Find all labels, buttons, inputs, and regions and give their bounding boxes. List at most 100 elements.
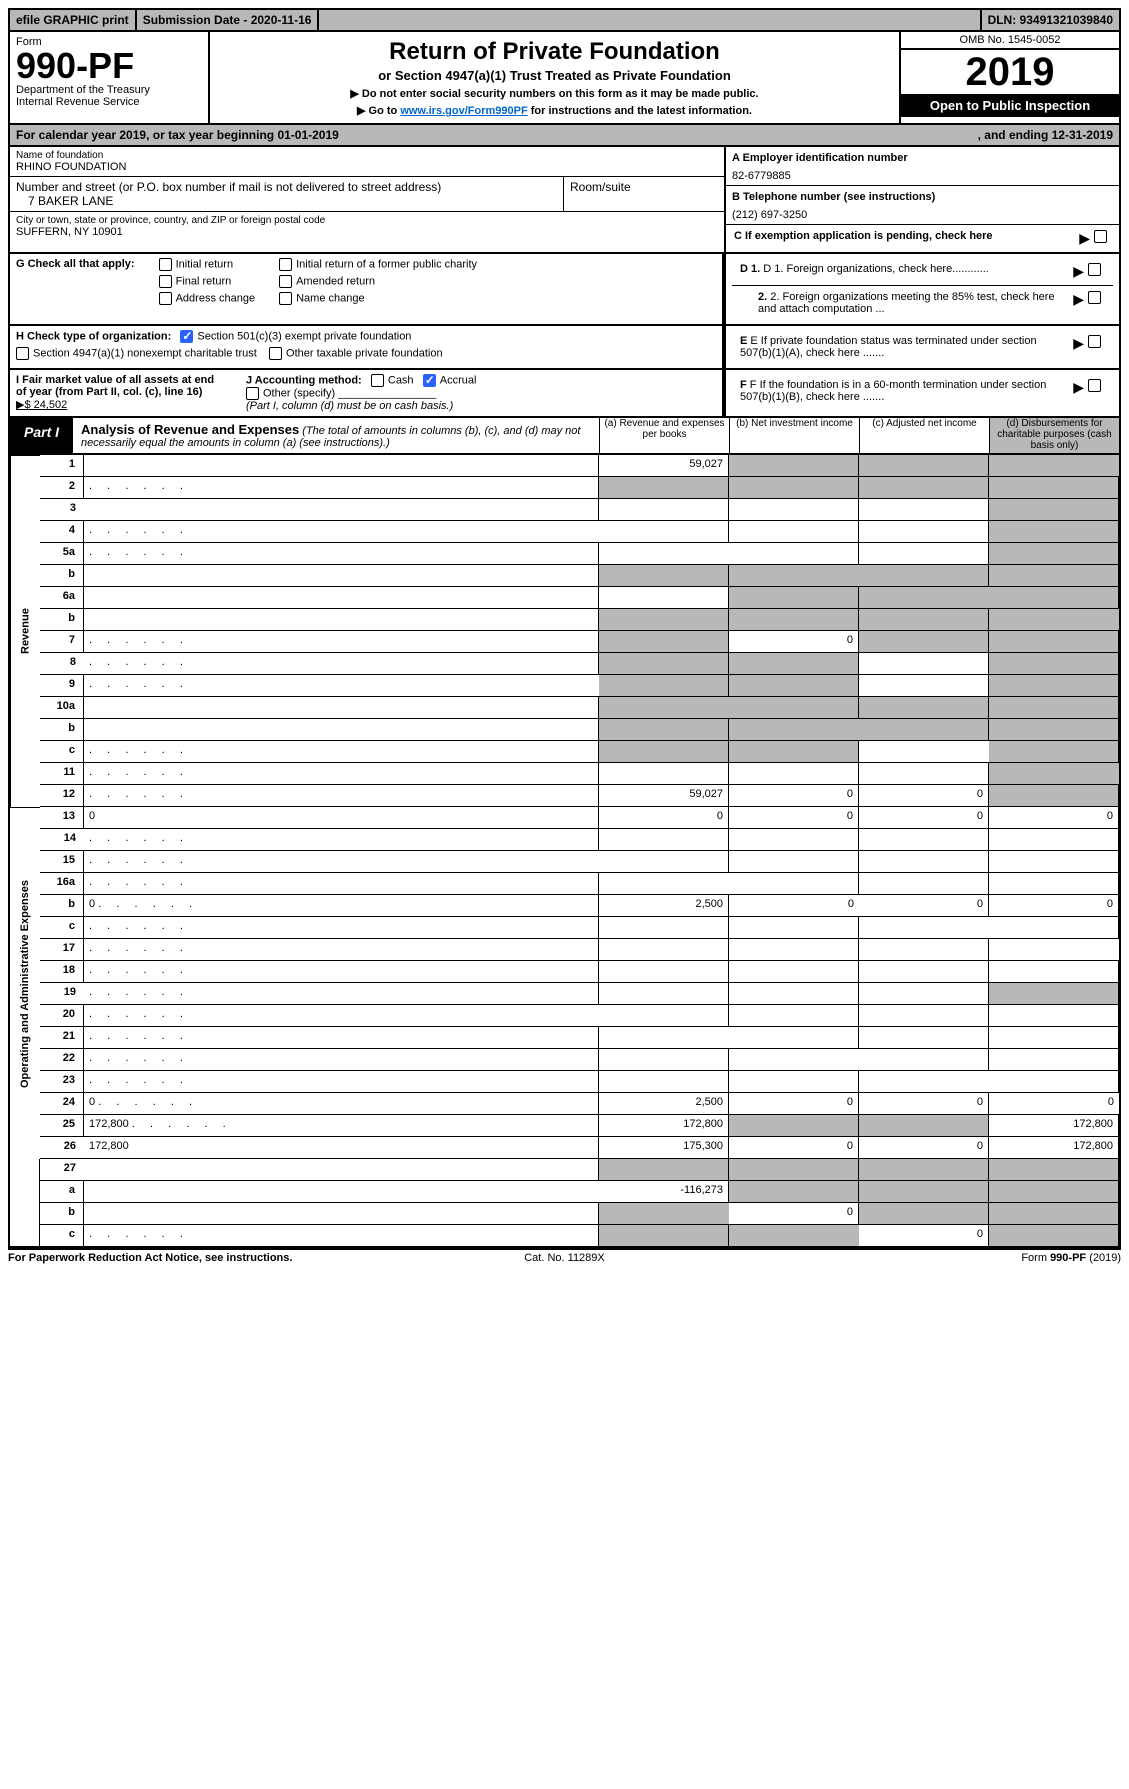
checkbox-accrual[interactable] <box>423 374 436 387</box>
line-description: . . . . . . <box>84 983 599 1005</box>
g-col-1: Initial return Final return Address chan… <box>159 258 256 305</box>
open-to-public: Open to Public Inspection <box>901 94 1119 117</box>
cell-b <box>729 939 859 961</box>
cell-b: 0 <box>729 807 859 829</box>
cell-d <box>989 631 1119 653</box>
cell-a <box>599 1071 729 1093</box>
checkbox-address[interactable] <box>159 292 172 305</box>
cell-a <box>599 675 729 697</box>
line-description: . . . . . . <box>84 675 599 697</box>
irs-link[interactable]: www.irs.gov/Form990PF <box>400 105 527 117</box>
checkbox-other-taxable[interactable] <box>269 347 282 360</box>
cell-d <box>989 1027 1119 1049</box>
cell-b: 0 <box>729 1137 859 1159</box>
cal-begin: For calendar year 2019, or tax year begi… <box>16 128 978 142</box>
cell-d <box>989 455 1119 477</box>
checkbox-cash[interactable] <box>371 374 384 387</box>
checkbox-final[interactable] <box>159 275 172 288</box>
checkbox-name-change[interactable] <box>279 292 292 305</box>
cell-c <box>859 543 989 565</box>
line-description: . . . . . . <box>84 1049 599 1071</box>
tax-year: 2019 <box>901 50 1119 94</box>
cell-b <box>729 961 859 983</box>
cell-c <box>859 939 989 961</box>
cell-d <box>989 763 1119 785</box>
d-e-boxes: D 1. D 1. Foreign organizations, check h… <box>724 254 1119 324</box>
cell-d <box>989 719 1119 741</box>
foundation-name-cell: Name of foundation RHINO FOUNDATION <box>10 147 724 177</box>
cell-d <box>989 829 1119 851</box>
i-value: ▶$ 24,502 <box>16 399 67 411</box>
line-number: b <box>40 609 84 631</box>
header-left: Form 990-PF Department of the Treasury I… <box>10 32 210 123</box>
cell-c <box>859 565 989 587</box>
cell-c <box>859 455 989 477</box>
cell-b <box>729 521 859 543</box>
col-c-hdr: (c) Adjusted net income <box>859 418 989 453</box>
checkbox-d2[interactable] <box>1088 291 1101 304</box>
checkbox-initial[interactable] <box>159 258 172 271</box>
line-description: . . . . . . <box>84 763 599 785</box>
g-section: G Check all that apply: Initial return F… <box>8 254 1121 326</box>
line-number: c <box>40 1225 84 1247</box>
cell-a <box>599 477 729 499</box>
checkbox-4947[interactable] <box>16 347 29 360</box>
cell-b <box>729 719 859 741</box>
col-a-hdr: (a) Revenue and expenses per books <box>599 418 729 453</box>
cell-b: 0 <box>729 1093 859 1115</box>
line-number: 12 <box>40 785 84 807</box>
line-description <box>84 609 599 631</box>
cell-b <box>729 1115 859 1137</box>
line-description: 172,800 <box>84 1137 599 1159</box>
cell-d <box>989 1181 1119 1203</box>
cell-b: 0 <box>729 785 859 807</box>
checkbox-d1[interactable] <box>1088 263 1101 276</box>
note-1: ▶ Do not enter social security numbers o… <box>216 87 893 100</box>
line-number: b <box>40 1203 84 1225</box>
revenue-section-label: Revenue <box>10 455 40 807</box>
cell-d: 0 <box>989 807 1119 829</box>
cell-a: 2,500 <box>599 1093 729 1115</box>
cell-c <box>859 1071 989 1093</box>
checkbox-initial-former[interactable] <box>279 258 292 271</box>
line-number: 22 <box>40 1049 84 1071</box>
irs-label: Internal Revenue Service <box>16 96 202 108</box>
cell-b <box>729 565 859 587</box>
top-bar: efile GRAPHIC print Submission Date - 20… <box>8 8 1121 32</box>
part-1-header: Part I Analysis of Revenue and Expenses … <box>8 418 1121 455</box>
line-description: . . . . . . <box>84 631 599 653</box>
line-description <box>84 587 599 609</box>
g-label: G Check all that apply: <box>16 258 135 270</box>
line-number: b <box>40 565 84 587</box>
cell-a <box>599 609 729 631</box>
cell-b <box>729 851 859 873</box>
line-description <box>84 697 599 719</box>
cell-d <box>989 1225 1119 1247</box>
line-number: 1 <box>40 455 84 477</box>
d2-row: 2. 2. Foreign organizations meeting the … <box>732 286 1113 320</box>
cell-d <box>989 499 1119 521</box>
line-description: . . . . . . <box>84 961 599 983</box>
cell-b <box>729 697 859 719</box>
city-cell: City or town, state or province, country… <box>10 212 724 241</box>
checkbox-amended[interactable] <box>279 275 292 288</box>
cell-c: 0 <box>859 895 989 917</box>
cell-c <box>859 521 989 543</box>
cell-c <box>859 873 989 895</box>
cell-c <box>859 983 989 1005</box>
line-description: 0 . . . . . . <box>84 895 599 917</box>
cell-c <box>859 741 989 763</box>
h-label: H Check type of organization: <box>16 330 171 342</box>
cell-a: 59,027 <box>599 455 729 477</box>
checkbox-501c3[interactable] <box>180 330 193 343</box>
cell-a <box>599 719 729 741</box>
line-number: 27 <box>40 1159 84 1181</box>
line-description: . . . . . . <box>84 1027 599 1049</box>
checkbox-c[interactable] <box>1094 230 1107 243</box>
checkbox-other-method[interactable] <box>246 387 259 400</box>
checkbox-f[interactable] <box>1088 379 1101 392</box>
ein-cell: A Employer identification number 82-6779… <box>726 147 1119 186</box>
cell-d: 172,800 <box>989 1115 1119 1137</box>
checkbox-e[interactable] <box>1088 335 1101 348</box>
cell-d <box>989 565 1119 587</box>
